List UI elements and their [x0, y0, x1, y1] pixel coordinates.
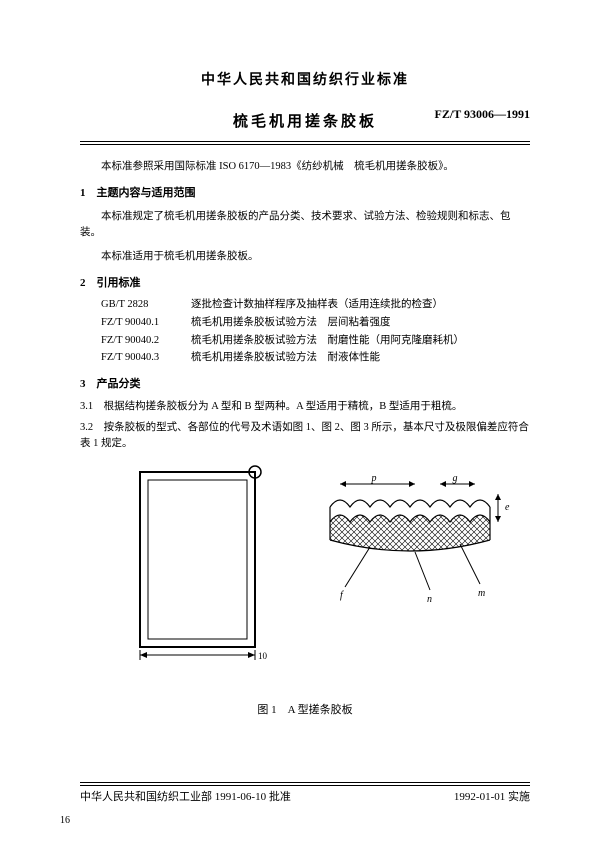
figure-1-right-diagram: p g e f n m — [300, 472, 530, 612]
ref-item: FZ/T 90040.3梳毛机用搓条胶板试验方法 耐液体性能 — [101, 350, 530, 366]
ref-item: FZ/T 90040.1梳毛机用搓条胶板试验方法 层间粘着强度 — [101, 315, 530, 331]
sub-text: 按条胶板的型式、各部位的代号及术语如图 1、图 2、图 3 所示，基本尺寸及极限… — [80, 422, 529, 449]
label-f: f — [340, 590, 344, 601]
section-1-p1: 本标准规定了梳毛机用搓条胶板的产品分类、技术要求、试验方法、检验规则和标志、包装… — [80, 209, 530, 241]
label-e: e — [505, 502, 510, 513]
figure-1-caption: 图 1 A 型搓条胶板 — [80, 702, 530, 719]
title-row: 梳毛机用搓条胶板 FZ/T 93006—1991 — [80, 111, 530, 135]
sub-num: 3.1 — [80, 401, 93, 412]
ref-code: FZ/T 90040.2 — [101, 333, 191, 349]
rule-bottom-1 — [80, 782, 530, 783]
ref-item: GB/T 2828逐批检查计数抽样程序及抽样表（适用连续批的检查） — [101, 297, 530, 313]
section-1-p2: 本标准适用于梳毛机用搓条胶板。 — [80, 249, 530, 265]
ref-title: 梳毛机用搓条胶板试验方法 层间粘着强度 — [191, 317, 391, 328]
rule-top-1 — [80, 141, 530, 142]
label-g: g — [453, 473, 458, 484]
ref-code: FZ/T 90040.1 — [101, 315, 191, 331]
ref-item: FZ/T 90040.2梳毛机用搓条胶板试验方法 耐磨性能（用阿克隆磨耗机） — [101, 333, 530, 349]
section-3-1: 3.1 根据结构搓条胶板分为 A 型和 B 型两种。A 型适用于精梳，B 型适用… — [80, 399, 530, 415]
label-m: m — [478, 588, 485, 599]
section-2-heading: 2 引用标准 — [80, 275, 530, 292]
standard-number: FZ/T 93006—1991 — [435, 105, 530, 123]
sub-text: 根据结构搓条胶板分为 A 型和 B 型两种。A 型适用于精梳，B 型适用于粗梳。 — [104, 401, 463, 412]
figure-1-left-diagram: 10 — [120, 462, 290, 672]
org-line: 中华人民共和国纺织行业标准 — [80, 70, 530, 91]
effective-text: 1992-01-01 实施 — [454, 789, 530, 806]
reference-list: GB/T 2828逐批检查计数抽样程序及抽样表（适用连续批的检查） FZ/T 9… — [101, 297, 530, 366]
page-footer: 中华人民共和国纺织工业部 1991-06-10 批准 1992-01-01 实施 — [80, 782, 530, 809]
section-3-heading: 3 产品分类 — [80, 376, 530, 393]
ref-title: 逐批检查计数抽样程序及抽样表（适用连续批的检查） — [191, 299, 443, 310]
label-p: p — [371, 473, 377, 484]
ref-code: GB/T 2828 — [101, 297, 191, 313]
ref-title: 梳毛机用搓条胶板试验方法 耐磨性能（用阿克隆磨耗机） — [191, 335, 464, 346]
ref-code: FZ/T 90040.3 — [101, 350, 191, 366]
dim-label: 10 — [258, 651, 268, 661]
section-3-2: 3.2 按条胶板的型式、各部位的代号及术语如图 1、图 2、图 3 所示，基本尺… — [80, 420, 530, 452]
sub-num: 3.2 — [80, 422, 93, 433]
page-number: 16 — [60, 813, 70, 828]
intro-para: 本标准参照采用国际标准 ISO 6170—1983《纺纱机械 梳毛机用搓条胶板》… — [80, 159, 530, 175]
rule-top-2 — [80, 144, 530, 145]
label-n: n — [427, 594, 432, 605]
approval-text: 中华人民共和国纺织工业部 1991-06-10 批准 — [80, 789, 291, 806]
figure-1-area: 10 p g e — [80, 462, 530, 692]
ref-title: 梳毛机用搓条胶板试验方法 耐液体性能 — [191, 352, 380, 363]
section-1-heading: 1 主题内容与适用范围 — [80, 185, 530, 202]
